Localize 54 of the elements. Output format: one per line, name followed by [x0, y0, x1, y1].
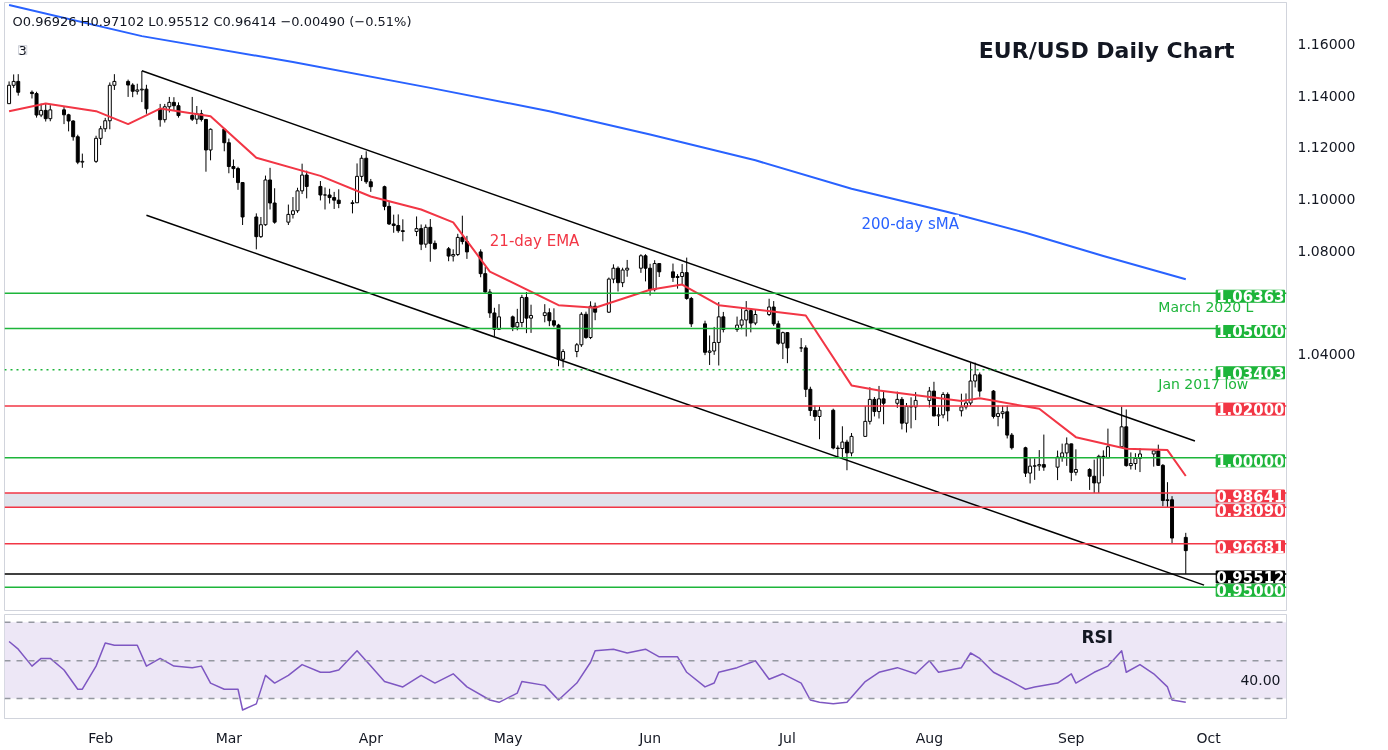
- candlestick: [959, 393, 964, 417]
- x-tick-label: Oct: [1196, 729, 1222, 746]
- ref-line-label: 1.05000: [1216, 323, 1285, 342]
- candlestick: [1055, 450, 1060, 481]
- ref-line-label: 1.02000: [1216, 401, 1285, 420]
- y-tick-label: 1.16000: [1297, 35, 1356, 52]
- x-tick-label: Jul: [777, 729, 796, 746]
- x-tick-label: May: [493, 729, 523, 746]
- candlestick: [735, 316, 740, 333]
- candlestick: [400, 218, 405, 242]
- candlestick: [817, 406, 822, 440]
- y-tick-label: 1.08000: [1297, 242, 1356, 259]
- y-tick-label: 1.12000: [1297, 139, 1356, 156]
- x-tick-label: Feb: [88, 729, 114, 746]
- candlestick: [396, 213, 401, 234]
- candlestick: [977, 371, 982, 398]
- candlestick: [524, 291, 529, 334]
- series-label: 200-day sMA: [861, 214, 960, 233]
- annotation: 40.00: [1240, 671, 1281, 688]
- candlestick: [304, 170, 309, 199]
- x-tick-label: Aug: [915, 729, 944, 746]
- y-tick-label: 1.04000: [1297, 346, 1356, 363]
- ref-line-label: 0.96681: [1216, 538, 1285, 557]
- candlestick: [464, 235, 469, 260]
- annotation: O0.96926 H0.97102 L0.95512 C0.96414 −0.00490 (−0.51%): [12, 13, 412, 29]
- x-tick-label: Sep: [1058, 729, 1085, 746]
- y-tick-label: 1.10000: [1297, 191, 1356, 208]
- y-tick-label: 1.14000: [1297, 87, 1356, 104]
- candlestick: [1037, 449, 1042, 472]
- candlestick: [1032, 457, 1037, 481]
- candlestick: [1041, 434, 1046, 472]
- chart-title: RSI: [1081, 626, 1114, 647]
- candlestick: [1105, 428, 1110, 459]
- candlestick: [744, 300, 749, 338]
- candlestick: [423, 223, 428, 249]
- x-tick-label: Mar: [215, 729, 243, 746]
- candlestick: [428, 218, 433, 263]
- candlestick: [254, 212, 259, 250]
- candlestick: [968, 362, 973, 407]
- ref-line-label: 1.00000: [1216, 452, 1285, 471]
- candlestick: [455, 233, 460, 257]
- text: EUR/USD Daily Chart: [978, 37, 1236, 63]
- candlestick: [881, 390, 886, 425]
- x-tick-label: Apr: [358, 729, 384, 746]
- candlestick: [620, 267, 625, 288]
- series-label: 21-day EMA: [489, 231, 581, 250]
- candlestick: [785, 331, 790, 364]
- candlestick: [739, 306, 744, 330]
- candlestick: [1087, 467, 1092, 491]
- annotation: 3: [18, 42, 27, 58]
- candlestick: [840, 425, 845, 459]
- x-tick-label: Jun: [638, 729, 662, 746]
- candlestick: [336, 188, 341, 209]
- candlestick: [542, 303, 547, 323]
